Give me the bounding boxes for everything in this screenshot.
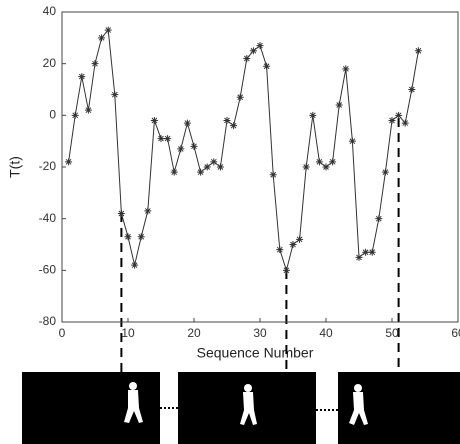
data-point [197, 169, 204, 176]
x-axis-label: Sequence Number [197, 345, 314, 361]
data-point [250, 47, 257, 54]
y-tick-label: -80 [39, 314, 57, 328]
x-tick-label: 60 [451, 326, 460, 340]
data-point [98, 34, 105, 41]
data-point [329, 158, 336, 165]
silhouettes [124, 382, 368, 425]
data-point [375, 215, 382, 222]
data-point [151, 117, 158, 124]
data-point [323, 164, 330, 171]
page: {"chart_data": {"type": "line", "x_label… [0, 0, 460, 444]
data-point [125, 233, 132, 240]
data-point [402, 120, 409, 127]
data-point [263, 63, 270, 70]
data-point [92, 60, 99, 67]
x-tick-label: 0 [59, 326, 66, 340]
data-point [382, 169, 389, 176]
x-tick-label: 10 [121, 326, 135, 340]
y-axis-label: T(t) [7, 156, 23, 178]
data-point [389, 117, 396, 124]
y-tick-label: -20 [39, 159, 57, 173]
data-point [85, 107, 92, 114]
data-point [105, 27, 112, 34]
data-point [336, 102, 343, 109]
data-point [243, 55, 250, 62]
data-point [230, 122, 237, 129]
data-point [408, 86, 415, 93]
data-point [316, 158, 323, 165]
data-point [210, 158, 217, 165]
x-tick-label: 30 [253, 326, 267, 340]
data-point [171, 169, 178, 176]
y-tick-label: 40 [43, 4, 57, 18]
data-point [415, 47, 422, 54]
data-point [191, 143, 198, 150]
x-tick-label: 50 [385, 326, 399, 340]
data-point [204, 164, 211, 171]
x-tick-label: 20 [187, 326, 201, 340]
data-point [72, 112, 79, 119]
y-tick-label: 20 [43, 56, 57, 70]
data-point [342, 65, 349, 72]
data-point [217, 164, 224, 171]
data-point [362, 249, 369, 256]
data-point [369, 249, 376, 256]
data-point [395, 112, 402, 119]
data-point [349, 138, 356, 145]
y-tick-label: -40 [39, 211, 57, 225]
data-point [78, 73, 85, 80]
data-point [144, 207, 151, 214]
x-tick-label: 40 [319, 326, 333, 340]
data-point [224, 117, 231, 124]
frames [22, 372, 460, 444]
y-tick-label: 0 [49, 108, 56, 122]
data-point [276, 246, 283, 253]
data-point [158, 135, 165, 142]
chart: Sequence Number T(t) 0 10 20 30 40 50 60 -80 -60… [0, 0, 460, 444]
data-point [164, 135, 171, 142]
data-point [65, 158, 72, 165]
data-point [290, 241, 297, 248]
data-point [138, 233, 145, 240]
data-point [131, 262, 138, 269]
data-point [177, 145, 184, 152]
data-point [303, 164, 310, 171]
frame [22, 372, 160, 444]
y-tick-label: -60 [39, 263, 57, 277]
data-point [111, 91, 118, 98]
data-point [309, 112, 316, 119]
data-point [270, 171, 277, 178]
data-point [184, 120, 191, 127]
data-point [237, 94, 244, 101]
data-point [296, 236, 303, 243]
data-point [283, 267, 290, 274]
data-point [118, 210, 125, 217]
data-point [356, 254, 363, 261]
data-point [257, 42, 264, 49]
